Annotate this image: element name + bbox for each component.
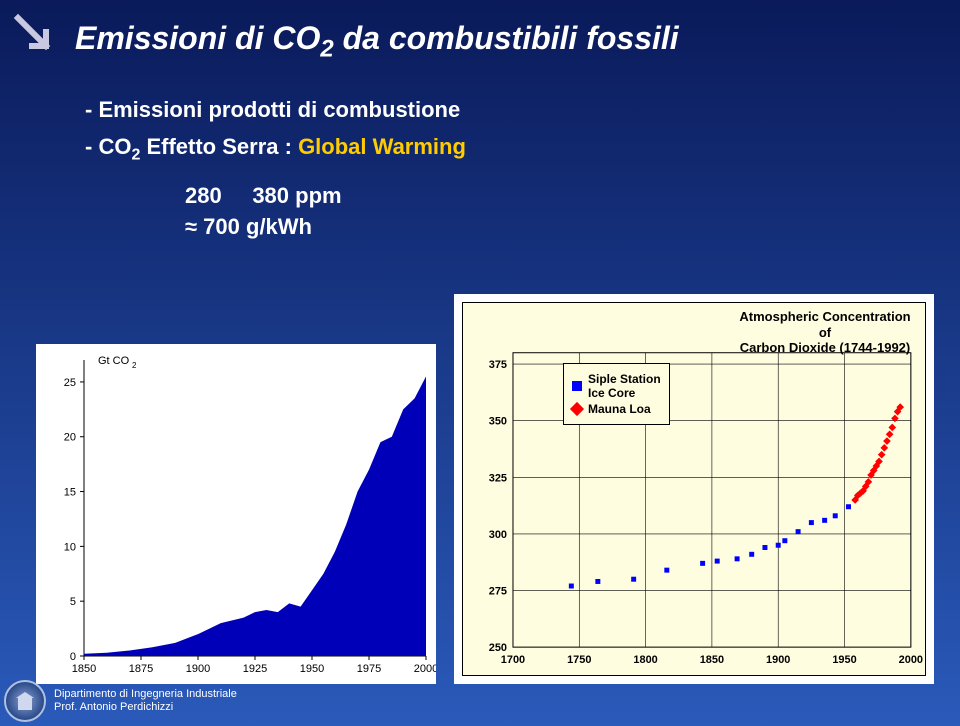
bullet-line-1: - Emissioni prodotti di combustione (85, 93, 900, 126)
charts-row: 0 5 10 15 20 25 1850 1875 1900 1925 1950 1975 2000 Gt… (36, 344, 936, 684)
detail-a: 280 (185, 183, 222, 208)
university-logo-icon (4, 680, 46, 722)
footer-text: Dipartimento di Ingegneria Industriale P… (54, 688, 237, 714)
chart-legend: Siple Station Ice Core Mauna Loa (563, 363, 670, 425)
square-marker-icon (572, 381, 582, 391)
svg-text:275: 275 (489, 586, 507, 598)
bullet2-pre: - CO (85, 134, 131, 159)
svg-text:2000: 2000 (899, 654, 923, 666)
detail-block: 280 380 ppm ≈ 700 g/kWh (185, 181, 900, 243)
title-text-post: da combustibili fossili (334, 20, 679, 56)
svg-text:10: 10 (64, 541, 76, 553)
svg-text:1850: 1850 (72, 663, 96, 675)
legend-siple-1: Siple Station (588, 372, 661, 386)
svg-text:2000: 2000 (414, 663, 436, 675)
svg-text:250: 250 (489, 642, 507, 654)
corner-arrow-icon (8, 8, 56, 56)
svg-text:1900: 1900 (766, 654, 790, 666)
svg-text:300: 300 (489, 529, 507, 541)
footer-dept: Dipartimento di Ingegneria Industriale (54, 688, 237, 701)
legend-mauna-text: Mauna Loa (588, 402, 651, 416)
svg-text:1950: 1950 (832, 654, 856, 666)
detail-line-1: 280 380 ppm (185, 181, 900, 212)
slide-title: Emissioni di CO2 da combustibili fossili (75, 18, 900, 65)
svg-text:375: 375 (489, 359, 507, 371)
svg-text:350: 350 (489, 416, 507, 428)
right-title-2: Carbon Dioxide (1744-1992) (735, 340, 915, 356)
bullet1-text: - Emissioni prodotti di combustione (85, 97, 460, 122)
svg-text:1800: 1800 (633, 654, 657, 666)
svg-text:25: 25 (64, 377, 76, 389)
co2-concentration-chart: Atmospheric Concentration of Carbon Diox… (454, 294, 934, 684)
title-sub: 2 (320, 35, 333, 62)
title-text-pre: Emissioni di CO (75, 20, 320, 56)
footer: Dipartimento di Ingegneria Industriale P… (4, 680, 237, 722)
svg-text:Gt CO: Gt CO (98, 355, 130, 367)
diamond-marker-icon (570, 402, 584, 416)
svg-text:325: 325 (489, 472, 507, 484)
svg-text:1925: 1925 (243, 663, 267, 675)
legend-siple-2: Ice Core (588, 386, 661, 400)
legend-siple: Siple Station Ice Core (572, 372, 661, 400)
legend-mauna: Mauna Loa (572, 402, 661, 416)
legend-siple-text: Siple Station Ice Core (588, 372, 661, 400)
svg-text:1700: 1700 (501, 654, 525, 666)
svg-text:20: 20 (64, 432, 76, 444)
bullet-list: - Emissioni prodotti di combustione - CO… (85, 93, 900, 167)
svg-text:1850: 1850 (700, 654, 724, 666)
detail-line-2: ≈ 700 g/kWh (185, 212, 900, 243)
right-arrow-icon (228, 183, 246, 208)
svg-text:5: 5 (70, 596, 76, 608)
bullet2-gw: Global Warming (298, 134, 466, 159)
bullet2-mid: Effetto Serra : (140, 134, 298, 159)
svg-text:1900: 1900 (186, 663, 210, 675)
svg-text:1950: 1950 (300, 663, 324, 675)
right-title-1: Atmospheric Concentration of (735, 309, 915, 340)
right-chart-title: Atmospheric Concentration of Carbon Diox… (735, 309, 915, 356)
footer-prof: Prof. Antonio Perdichizzi (54, 701, 237, 714)
svg-text:1975: 1975 (357, 663, 381, 675)
bullet-line-2: - CO2 Effetto Serra : Global Warming (85, 130, 900, 167)
svg-text:1875: 1875 (129, 663, 153, 675)
detail-b: 380 ppm (252, 183, 341, 208)
svg-text:2: 2 (132, 361, 137, 370)
svg-text:1750: 1750 (567, 654, 591, 666)
svg-text:0: 0 (70, 651, 76, 663)
svg-text:15: 15 (64, 487, 76, 499)
emissions-chart: 0 5 10 15 20 25 1850 1875 1900 1925 1950 1975 2000 Gt… (36, 344, 436, 684)
